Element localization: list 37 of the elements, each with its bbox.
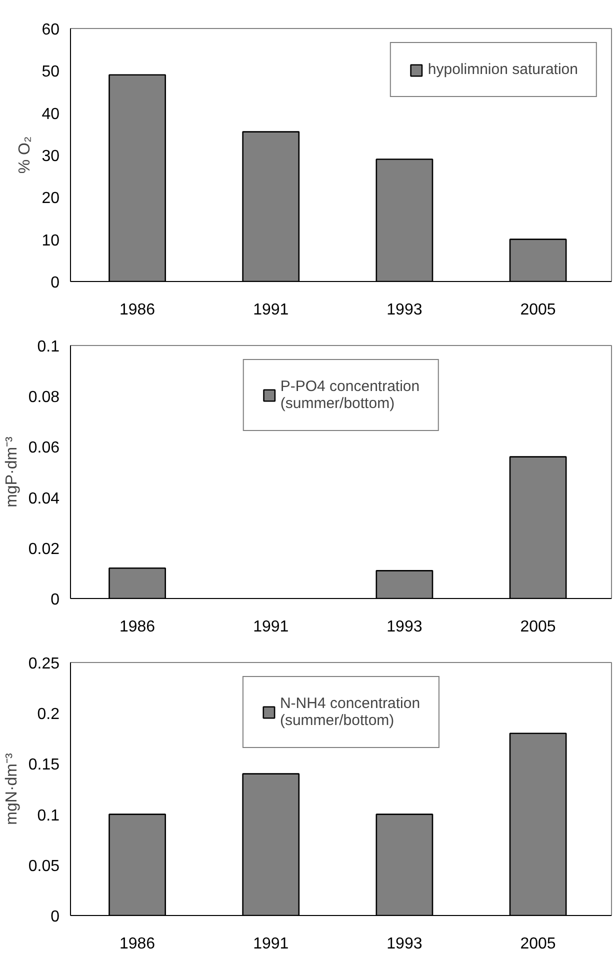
- x-tick-label: 1986: [119, 302, 156, 318]
- y-tick-label: 0.25: [28, 656, 60, 672]
- x-tick-label: 2005: [520, 302, 556, 318]
- x-tick-label: 2005: [520, 618, 556, 636]
- y-tick-label: 0.08: [28, 389, 60, 406]
- y-tick-label: 0.1: [37, 338, 60, 356]
- y-tick-label: 0.2: [37, 706, 60, 724]
- x-tick-label: 1991: [253, 936, 289, 952]
- x-tick-label: 1986: [119, 618, 156, 636]
- y-tick-label: 0: [50, 274, 60, 292]
- legend-label: P-PO4 concentration (summer/bottom): [280, 378, 420, 412]
- x-tick-label: 2005: [520, 936, 556, 952]
- y-tick-label: 50: [42, 64, 60, 81]
- x-tick-label: 1993: [386, 936, 422, 952]
- x-tick-label: 1991: [253, 302, 289, 318]
- x-tick-label: 1993: [386, 618, 422, 636]
- legend-label: hypolimnion saturation: [428, 61, 578, 78]
- y-axis-title: mgP·dm⁻³: [3, 436, 20, 508]
- y-tick-label: 0: [50, 592, 60, 608]
- y-tick-label: 20: [42, 190, 60, 208]
- y-tick-label: 60: [42, 22, 60, 38]
- y-tick-label: 0: [50, 908, 60, 926]
- y-tick-label: 30: [42, 148, 60, 165]
- y-tick-label: 0.02: [28, 540, 60, 558]
- y-tick-label: 0.04: [28, 490, 60, 508]
- x-tick-label: 1993: [386, 302, 422, 318]
- y-tick-label: 10: [42, 232, 60, 250]
- y-tick-label: 0.06: [28, 440, 60, 457]
- y-tick-label: 0.05: [28, 858, 60, 875]
- y-axis-title: % O₂: [16, 136, 34, 174]
- y-axis-title: mgN·dm⁻³: [3, 752, 20, 825]
- y-tick-label: 40: [42, 106, 60, 123]
- y-tick-label: 0.1: [37, 807, 60, 824]
- y-tick-label: 0.15: [28, 756, 60, 774]
- legend-label: N-NH4 concentration (summer/bottom): [280, 695, 420, 729]
- x-tick-label: 1991: [253, 618, 289, 636]
- x-tick-label: 1986: [119, 936, 156, 952]
